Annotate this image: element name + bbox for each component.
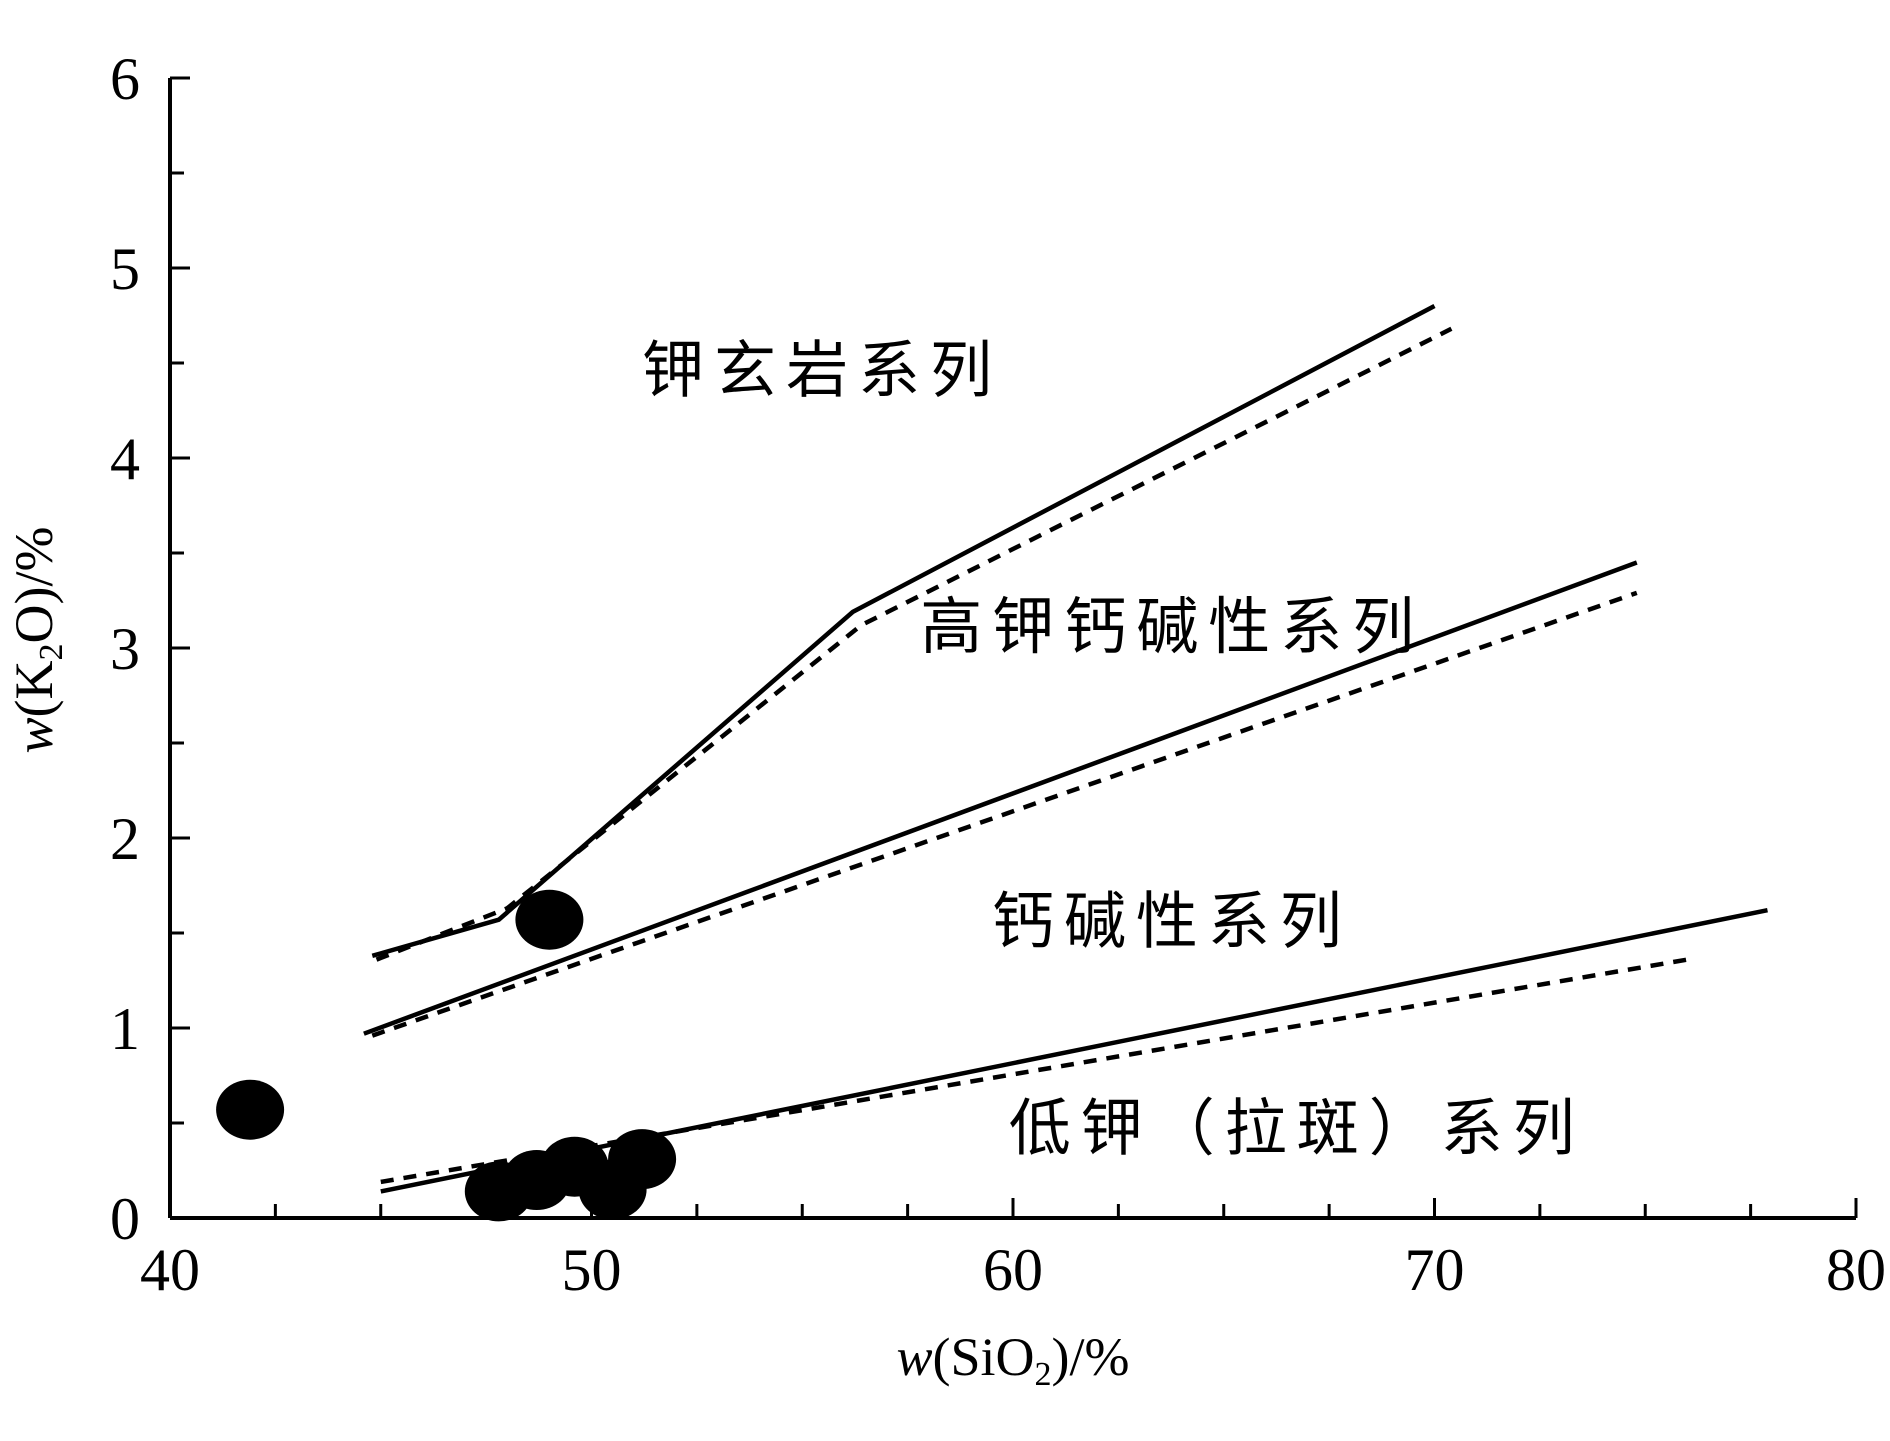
x-tick-label-60: 60 — [983, 1237, 1043, 1303]
x-tick-label-50: 50 — [562, 1237, 622, 1303]
boundary-line-dashed-1 — [375, 326, 1453, 962]
y-tick-label-5: 5 — [110, 236, 140, 302]
region-label-1: 高钾钙碱性系列 — [920, 590, 1424, 663]
boundary-line-solid-0 — [371, 304, 1436, 958]
data-point-6 — [608, 1129, 677, 1190]
y-axis-title: w(K2O)/% — [4, 527, 70, 754]
y-tick-label-1: 1 — [110, 996, 140, 1062]
y-tick-label-6: 6 — [110, 46, 140, 112]
x-tick-label-80: 80 — [1826, 1237, 1886, 1303]
data-point-1 — [515, 889, 584, 950]
y-tick-label-0: 0 — [110, 1186, 140, 1252]
boundary-line-dashed-3 — [371, 590, 1638, 1038]
boundary-line-solid-2 — [363, 560, 1638, 1036]
x-axis-title: w(SiO2)/% — [896, 1327, 1129, 1393]
series-boundaries — [363, 304, 1768, 1194]
y-tick-label-2: 2 — [110, 806, 140, 872]
y-tick-label-3: 3 — [110, 616, 140, 682]
x-tick-label-40: 40 — [140, 1237, 200, 1303]
boundary-line-dashed-5 — [380, 957, 1688, 1185]
region-label-2: 钙碱性系列 — [992, 885, 1352, 958]
y-tick-label-4: 4 — [110, 426, 140, 492]
x-tick-label-70: 70 — [1405, 1237, 1465, 1303]
region-label-0: 钾玄岩系列 — [642, 334, 1002, 407]
axis-ticks — [170, 76, 1858, 1218]
sample-points — [216, 889, 677, 1222]
region-label-3: 低钾（拉斑）系列 — [1009, 1092, 1585, 1165]
data-point-0 — [216, 1079, 285, 1140]
tick-labels: 40 50 60 70 80 0 1 2 3 4 5 6 — [110, 46, 1886, 1303]
